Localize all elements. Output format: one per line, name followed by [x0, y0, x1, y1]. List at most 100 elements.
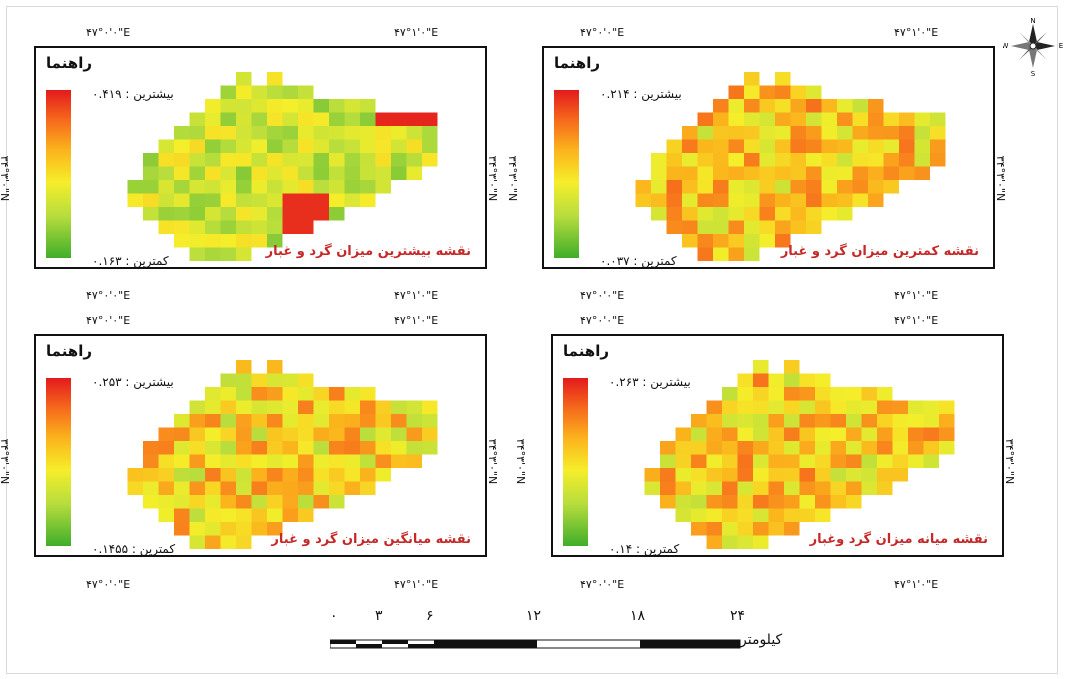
raster-cell: [329, 400, 345, 414]
raster-cell: [282, 414, 298, 428]
legend-max-label: بیشترین : ۰.۴۱۹: [92, 87, 174, 101]
raster-cell: [189, 153, 205, 167]
raster-cell: [236, 207, 252, 221]
raster-cell: [737, 454, 753, 468]
raster-cell: [722, 400, 738, 414]
raster-cell: [267, 387, 283, 401]
raster-cell: [329, 495, 345, 509]
legend-min-label: کمترین : ۰.۱۴: [609, 542, 680, 556]
raster-cell: [806, 193, 822, 207]
raster-cell: [174, 441, 190, 455]
raster-cell: [267, 495, 283, 509]
raster-cell: [220, 220, 236, 234]
raster-cell: [298, 220, 314, 234]
raster-cell: [360, 166, 376, 180]
raster-cell: [236, 495, 252, 509]
raster-cell: [744, 220, 760, 234]
raster-cell: [799, 454, 815, 468]
raster-cell: [236, 180, 252, 194]
raster-cell: [821, 166, 837, 180]
raster-cell: [722, 441, 738, 455]
raster-cell: [892, 454, 908, 468]
raster-cell: [837, 99, 853, 113]
raster-cell: [220, 139, 236, 153]
raster-cell: [189, 247, 205, 261]
scale-label: ۱۸: [630, 608, 646, 624]
coord-label-top: ۴۷°۰'۰"E: [580, 26, 625, 39]
raster-cell: [821, 153, 837, 167]
raster-cell: [784, 481, 800, 495]
raster-cell: [868, 193, 884, 207]
raster-cell: [220, 535, 236, 549]
raster-cell: [329, 193, 345, 207]
raster-cell: [651, 166, 667, 180]
raster-cell: [651, 207, 667, 221]
raster-cell: [220, 180, 236, 194]
raster-cell: [422, 126, 438, 140]
raster-cell: [313, 414, 329, 428]
raster-cell: [790, 112, 806, 126]
raster-cell: [759, 126, 775, 140]
raster-cell: [635, 193, 651, 207]
raster-cell: [837, 139, 853, 153]
raster-cell: [821, 126, 837, 140]
raster-cell: [205, 468, 221, 482]
raster-cell: [329, 468, 345, 482]
legend-min-label: کمترین : ۰.۰۳۷: [600, 254, 677, 268]
raster-cell: [220, 153, 236, 167]
raster-cell: [877, 400, 893, 414]
raster-cell: [391, 153, 407, 167]
raster-cell: [329, 207, 345, 221]
raster-cell: [753, 495, 769, 509]
raster-cell: [768, 495, 784, 509]
raster-cell: [728, 153, 744, 167]
raster-cell: [728, 166, 744, 180]
raster-cell: [205, 495, 221, 509]
raster-cell: [236, 85, 252, 99]
raster-cell: [744, 180, 760, 194]
raster-cell: [236, 247, 252, 261]
raster-cell: [728, 139, 744, 153]
raster-cell: [908, 414, 924, 428]
raster-cell: [344, 166, 360, 180]
raster-cell: [189, 441, 205, 455]
raster-cell: [329, 427, 345, 441]
raster-cell: [790, 85, 806, 99]
raster-cell: [908, 400, 924, 414]
raster-cell: [899, 139, 915, 153]
raster-cell: [691, 414, 707, 428]
raster-cell: [251, 414, 267, 428]
raster-cell: [391, 400, 407, 414]
raster-cell: [220, 112, 236, 126]
raster-cell: [406, 153, 422, 167]
raster-cell: [660, 441, 676, 455]
raster-cell: [722, 414, 738, 428]
raster-cell: [251, 454, 267, 468]
raster-cell: [329, 387, 345, 401]
raster-cell: [784, 427, 800, 441]
raster-cell: [666, 139, 682, 153]
raster-cell: [728, 220, 744, 234]
raster-cell: [282, 454, 298, 468]
raster-cell: [830, 454, 846, 468]
raster-cell: [313, 441, 329, 455]
raster-cell: [775, 85, 791, 99]
raster-cell: [706, 508, 722, 522]
raster-cell: [174, 193, 190, 207]
raster-cell: [861, 400, 877, 414]
raster-cell: [706, 495, 722, 509]
raster-cell: [329, 454, 345, 468]
raster-cell: [861, 468, 877, 482]
west-label: W: [1003, 42, 1009, 50]
legend-title: راهنما: [563, 342, 609, 360]
raster-cell: [282, 481, 298, 495]
raster-cell: [697, 207, 713, 221]
raster-cell: [899, 126, 915, 140]
raster-cell: [406, 139, 422, 153]
raster-cell: [143, 495, 159, 509]
raster-cell: [205, 139, 221, 153]
raster-cell: [713, 99, 729, 113]
raster-cell: [251, 427, 267, 441]
raster-cell: [220, 207, 236, 221]
raster-cell: [375, 441, 391, 455]
